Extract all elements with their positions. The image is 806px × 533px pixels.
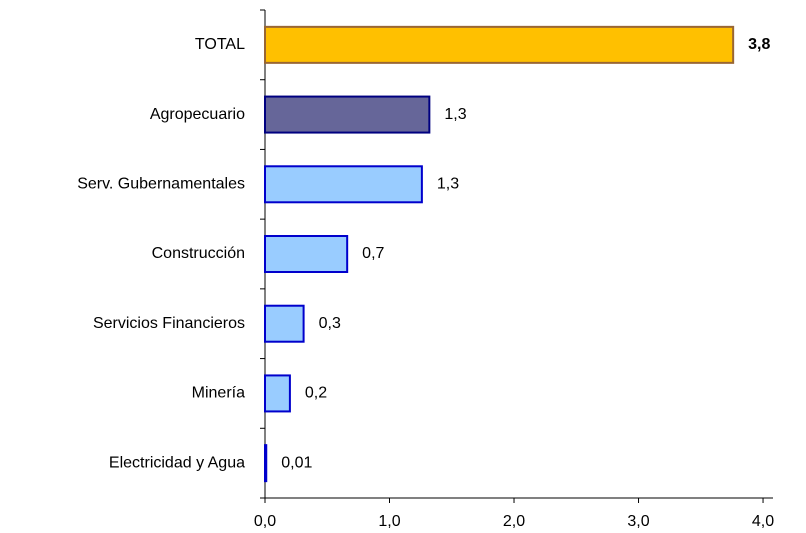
x-tick-label: 1,0 <box>378 513 400 530</box>
bar <box>264 444 268 483</box>
x-tick-label: 4,0 <box>752 513 774 530</box>
bar <box>264 374 291 413</box>
data-label: 0,01 <box>281 454 312 471</box>
data-label: 0,2 <box>305 385 327 402</box>
bar <box>264 95 431 134</box>
data-label: 1,3 <box>437 176 459 193</box>
y-tick-label: Construcción <box>152 245 245 262</box>
data-label: 3,8 <box>748 36 770 53</box>
data-label: 1,3 <box>444 106 466 123</box>
bar <box>264 304 305 343</box>
x-tick-label: 0,0 <box>254 513 276 530</box>
y-tick-label: Agropecuario <box>150 106 245 123</box>
y-tick-label: Electricidad y Agua <box>109 454 245 471</box>
bar <box>264 235 349 273</box>
data-label: 0,7 <box>362 245 384 262</box>
y-tick-label: Servicios Financieros <box>93 315 245 332</box>
y-tick-label: TOTAL <box>195 36 245 53</box>
data-label: 0,3 <box>319 315 341 332</box>
y-tick-label: Serv. Gubernamentales <box>77 176 245 193</box>
x-tick-label: 2,0 <box>503 513 525 530</box>
y-tick-label: Minería <box>192 385 245 402</box>
x-tick-label: 3,0 <box>627 513 649 530</box>
bar <box>264 165 423 204</box>
bar <box>264 25 735 64</box>
